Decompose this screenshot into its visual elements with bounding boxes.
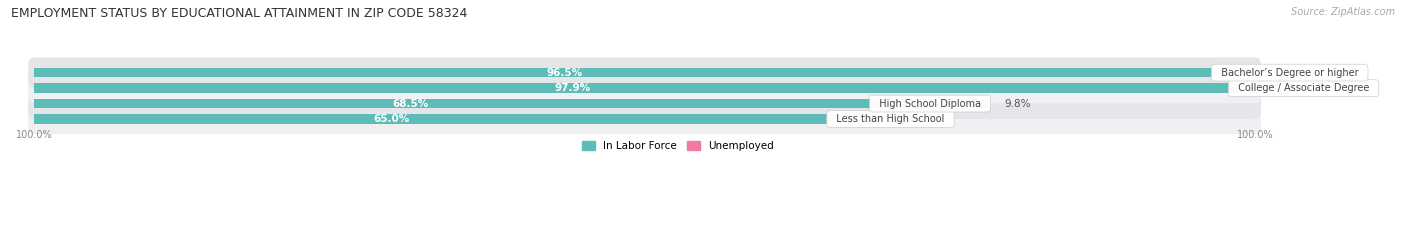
Text: College / Associate Degree: College / Associate Degree: [1232, 83, 1375, 93]
Text: Source: ZipAtlas.com: Source: ZipAtlas.com: [1291, 7, 1395, 17]
FancyBboxPatch shape: [28, 104, 1261, 134]
Bar: [1229, 83, 1240, 93]
Bar: [34, 83, 1229, 93]
Text: 0.0%: 0.0%: [1227, 68, 1253, 78]
Text: High School Diploma: High School Diploma: [873, 99, 987, 109]
Bar: [34, 99, 870, 108]
Bar: [870, 99, 990, 108]
Bar: [34, 68, 1212, 77]
FancyBboxPatch shape: [28, 88, 1261, 119]
Text: 97.9%: 97.9%: [554, 83, 591, 93]
Text: Less than High School: Less than High School: [830, 114, 950, 124]
Text: 0.9%: 0.9%: [1256, 83, 1281, 93]
Text: 96.5%: 96.5%: [547, 68, 582, 78]
Text: EMPLOYMENT STATUS BY EDUCATIONAL ATTAINMENT IN ZIP CODE 58324: EMPLOYMENT STATUS BY EDUCATIONAL ATTAINM…: [11, 7, 468, 20]
Legend: In Labor Force, Unemployed: In Labor Force, Unemployed: [578, 137, 778, 155]
Text: 68.5%: 68.5%: [392, 99, 429, 109]
Text: 9.8%: 9.8%: [1005, 99, 1031, 109]
FancyBboxPatch shape: [28, 73, 1261, 103]
FancyBboxPatch shape: [28, 58, 1261, 88]
Bar: [34, 114, 828, 124]
Text: 0.0%: 0.0%: [842, 114, 869, 124]
Text: Bachelor’s Degree or higher: Bachelor’s Degree or higher: [1215, 68, 1365, 78]
Text: 65.0%: 65.0%: [373, 114, 409, 124]
